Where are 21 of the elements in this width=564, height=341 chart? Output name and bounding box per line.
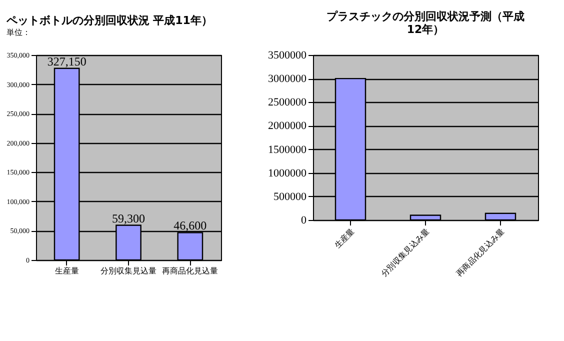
x-tick-label: 分別収集見込量 <box>100 266 156 276</box>
x-tick-label: 再商品化見込量 <box>162 266 218 276</box>
y-tick-label: 2000000 <box>268 120 307 132</box>
x-tick-label: 生産量 <box>54 266 79 276</box>
data-label: 46,600 <box>174 218 207 233</box>
y-tick-label: 1500000 <box>268 144 307 156</box>
y-tick-label: 500000 <box>274 190 307 203</box>
x-tick-label: 分別収集見込み量 <box>380 226 432 278</box>
y-tick-label: 0 <box>301 214 307 226</box>
y-tick-label: 1000000 <box>268 167 307 180</box>
text: プラスチックの分別回収状況予測（平成 <box>326 10 524 23</box>
y-tick-label: 2500000 <box>268 96 307 109</box>
text: 単位： <box>6 28 30 37</box>
data-label: 59,300 <box>112 211 145 226</box>
data-label: 327,150 <box>47 54 86 68</box>
text: 12年） <box>406 23 444 36</box>
x-tick-label: 生産量 <box>332 226 356 250</box>
chart-title: ペットボトルの分別回収状況 平成11年） <box>5 14 212 27</box>
y-tick-label: 3500000 <box>268 50 307 62</box>
x-tick-label: 再商品化見込み量 <box>454 226 506 278</box>
y-tick-label: 3000000 <box>268 73 307 86</box>
